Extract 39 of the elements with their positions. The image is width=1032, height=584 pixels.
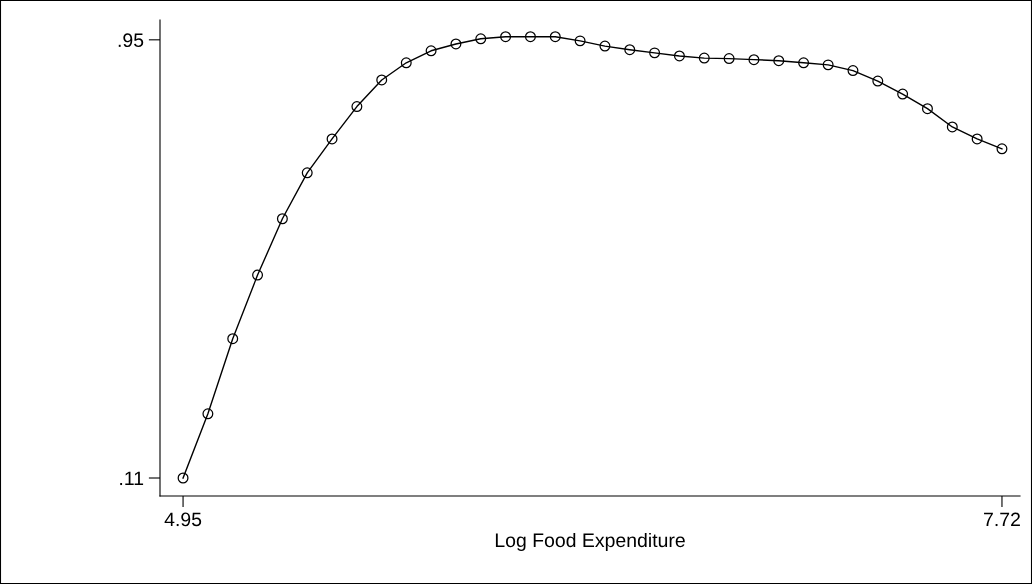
point [574,35,586,47]
point [376,74,388,86]
point [301,167,313,179]
point [723,53,735,65]
point [500,31,512,43]
point [252,269,264,281]
point [549,31,561,43]
point [748,54,760,66]
point [996,143,1008,155]
point [921,103,933,115]
point [897,88,909,100]
point [971,133,983,145]
point [177,472,189,484]
point [326,133,338,145]
point [822,59,834,71]
x-axis-title: Log Food Expenditure [495,532,685,551]
point [276,213,288,225]
point [202,408,214,420]
point [400,57,412,69]
point [599,40,611,52]
point [624,44,636,56]
y-tick-label: .95 [118,33,144,48]
point [227,333,239,345]
point [946,121,958,133]
point [524,31,536,43]
point [649,47,661,59]
point [773,55,785,67]
point [450,38,462,50]
x-tick-label: 4.95 [164,512,202,527]
point [847,65,859,77]
y-tick-label: .11 [120,471,144,486]
point [351,101,363,113]
point [673,50,685,62]
point [698,52,710,64]
point [798,57,810,69]
point [475,33,487,45]
point [872,75,884,87]
point [425,45,437,57]
x-tick-label: 7.72 [984,512,1020,527]
